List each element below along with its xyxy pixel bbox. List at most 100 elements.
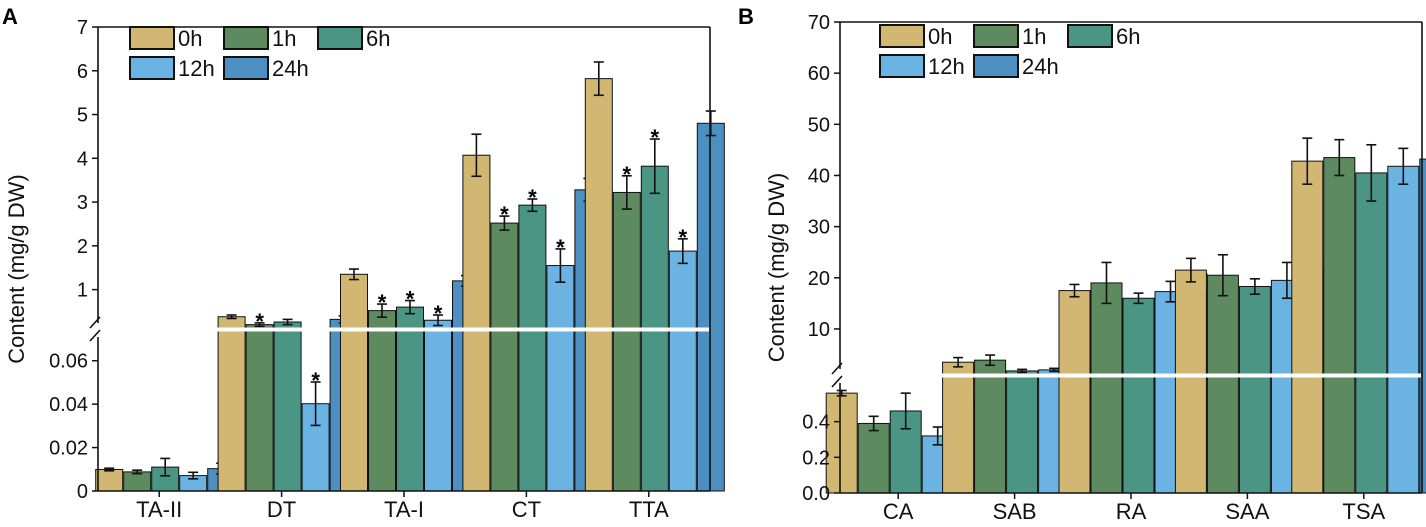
y-axis-title: Content (mg/g DW) — [4, 174, 29, 364]
y-tick-label: 20 — [808, 268, 830, 290]
significance-star: * — [406, 287, 415, 312]
x-tick-label-SAA: SAA — [1225, 499, 1269, 524]
legend-swatch-24h — [223, 56, 269, 80]
legend-swatch-0h — [129, 26, 175, 50]
bar-TA-II-0h — [95, 469, 124, 492]
legend-label-1h: 1h — [1022, 24, 1046, 49]
y-tick-label: 2 — [77, 236, 88, 258]
y-tick-label: 1 — [77, 280, 88, 302]
significance-star: * — [651, 125, 660, 150]
legend-swatch-6h — [317, 26, 363, 50]
legend-swatch-12h — [129, 56, 175, 80]
bar-SAB-6h — [1006, 370, 1039, 494]
y-tick-label: 0.0 — [802, 483, 830, 505]
significance-star: * — [623, 162, 632, 187]
x-tick-label-TSA: TSA — [1342, 499, 1385, 524]
bar-TA-I-1h — [368, 310, 396, 492]
bar-SAA-6h — [1238, 285, 1271, 494]
significance-star: * — [679, 225, 688, 250]
axis-break-mark — [831, 362, 843, 375]
y-tick-label: 0.02 — [49, 438, 88, 460]
y-tick-label: 70 — [808, 12, 830, 34]
bar-DT-1h — [245, 324, 274, 492]
bar-CT-0h — [462, 154, 491, 492]
y-tick-label: 0.4 — [802, 412, 830, 434]
x-tick-label-SAB: SAB — [993, 499, 1037, 524]
legend-swatch-0h — [879, 24, 925, 48]
panel-label: B — [738, 4, 754, 29]
legend-swatch-1h — [223, 26, 269, 50]
axis-break-mark — [89, 329, 101, 342]
significance-star: * — [434, 301, 443, 326]
significance-star: * — [500, 202, 509, 227]
bar-RA-1h — [1090, 282, 1123, 494]
legend-label-0h: 0h — [178, 26, 202, 51]
axis-break-band — [99, 327, 709, 332]
bar-CT-6h — [518, 204, 547, 492]
y-tick-label: 40 — [808, 165, 830, 187]
bar-TA-I-12h — [424, 319, 452, 492]
y-tick-label: 4 — [77, 148, 88, 170]
axis-break-mark — [831, 375, 843, 388]
y-tick-label: 50 — [808, 114, 830, 136]
bar-CA-0h — [825, 392, 858, 494]
bar-DT-6h — [273, 321, 302, 492]
legend-label-24h: 24h — [1022, 54, 1059, 79]
y-tick-label: 30 — [808, 217, 830, 239]
legend-label-6h: 6h — [366, 26, 390, 51]
bar-CT-1h — [490, 222, 519, 492]
y-tick-label: 5 — [77, 105, 88, 127]
bar-TA-I-0h — [340, 273, 368, 492]
significance-star: * — [255, 309, 264, 334]
legend-label-12h: 12h — [178, 56, 215, 81]
y-tick-label: 3 — [77, 192, 88, 214]
y-tick-label: 7 — [77, 17, 88, 39]
x-tick-label-TA-I: TA-I — [384, 497, 424, 522]
x-tick-label-CA: CA — [883, 499, 914, 524]
bar-SAA-0h — [1174, 269, 1207, 494]
panel-label: A — [2, 4, 18, 29]
bar-TSA-1h — [1323, 157, 1356, 494]
legend-label-12h: 12h — [928, 54, 965, 79]
legend-swatch-6h — [1067, 24, 1113, 48]
bar-SAB-1h — [974, 359, 1007, 494]
x-tick-label-DT: DT — [267, 497, 296, 522]
bar-TTA-1h — [612, 191, 641, 492]
y-tick-label: 60 — [808, 63, 830, 85]
legend-swatch-12h — [879, 54, 925, 78]
significance-star: * — [311, 368, 320, 393]
x-tick-label-TTA: TTA — [629, 497, 669, 522]
bar-TSA-12h — [1387, 165, 1420, 494]
significance-star: * — [378, 290, 387, 315]
axis-break-mark — [89, 316, 101, 329]
legend-label-0h: 0h — [928, 24, 952, 49]
legend-swatch-24h — [973, 54, 1019, 78]
axis-break-band — [841, 373, 1421, 378]
y-axis-title: Content (mg/g DW) — [764, 173, 789, 363]
significance-star: * — [528, 185, 537, 210]
bar-TSA-24h — [1419, 158, 1426, 494]
x-tick-label-TA-II: TA-II — [136, 497, 182, 522]
bar-TA-II-1h — [123, 471, 152, 492]
legend-label-24h: 24h — [272, 56, 309, 81]
bar-CT-12h — [546, 265, 575, 492]
bar-DT-0h — [217, 316, 246, 492]
y-tick-label: 0.06 — [49, 351, 88, 373]
x-tick-label-CT: CT — [512, 497, 541, 522]
bar-RA-0h — [1058, 290, 1091, 494]
y-tick-label: 6 — [77, 61, 88, 83]
legend-swatch-1h — [973, 24, 1019, 48]
significance-star: * — [556, 235, 565, 260]
bar-TTA-0h — [584, 78, 613, 492]
legend-label-6h: 6h — [1116, 24, 1140, 49]
legend-label-1h: 1h — [272, 26, 296, 51]
bar-TSA-0h — [1291, 160, 1324, 494]
panel-b-chart: CA SAB RA SAA TSA 0.0 0.2 0.4 10 20 30 40 50 60 70 Cont… — [738, 4, 1426, 524]
y-tick-label: 0.04 — [49, 394, 88, 416]
y-tick-label: 0.2 — [802, 447, 830, 469]
panel-a-chart: TA-II DT TA-I CT TTA * * * * * * * * * * * 0 0.02 0.04 0.06… — [2, 4, 725, 522]
x-tick-label-RA: RA — [1116, 499, 1147, 524]
bar-SAB-0h — [942, 361, 975, 494]
bar-TSA-6h — [1355, 172, 1388, 494]
